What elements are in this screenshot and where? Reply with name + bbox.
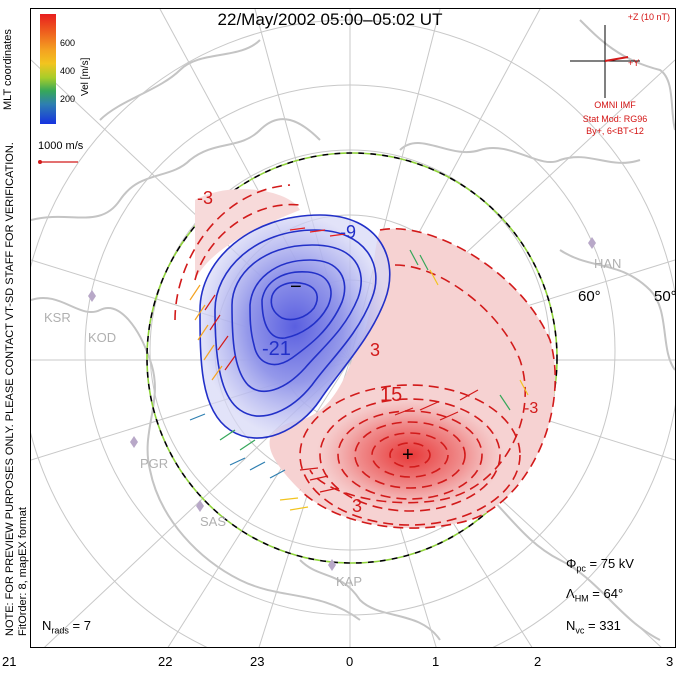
- plot-title: 22/May/2002 05:00–05:02 UT: [217, 10, 443, 29]
- mlt-tick-3: 3: [666, 654, 674, 669]
- scale-vector-origin: [38, 160, 42, 164]
- radar-label-kod: KOD: [88, 330, 117, 345]
- fit-order-label: FitOrder: 8, mapEX format: [17, 507, 29, 636]
- imf-source: OMNI IMF: [594, 100, 636, 110]
- radar-label-ksr: KSR: [44, 310, 71, 325]
- velocity-vectors: [189, 227, 529, 511]
- hm-boundary: [146, 152, 558, 564]
- negative-convection-cell: [199, 214, 391, 439]
- hm-boundary-alt: [146, 152, 558, 564]
- radar-label-kap: KAP: [336, 574, 363, 589]
- velocity-colorbar: [40, 14, 56, 124]
- contour-label-minus3-right: -3: [524, 400, 539, 417]
- stat-lambda-hm: ΛHM = 64°: [566, 586, 623, 604]
- imf-condition: By+, 6<BT<12: [586, 126, 644, 136]
- mlt-tick-23: 23: [250, 654, 265, 669]
- n-rads-value: 7: [83, 618, 91, 633]
- mlt-tick-2: 2: [534, 654, 542, 669]
- potential-minimum-marker: −: [290, 276, 302, 298]
- phi-pc-symbol: Φpc =: [566, 556, 601, 574]
- lambda-hm-value: 64°: [603, 586, 624, 601]
- radar-label-sas: SAS: [200, 514, 227, 529]
- preview-note: NOTE: FOR PREVIEW PURPOSES ONLY. PLEASE …: [4, 142, 16, 636]
- stat-n-rads: Nrads = 7: [42, 618, 91, 636]
- mlt-tick-1: 1: [432, 654, 440, 669]
- n-vc-value: 331: [599, 618, 621, 633]
- n-rads-symbol: Nrads =: [42, 618, 84, 636]
- radar-label-han: HAN: [594, 256, 622, 271]
- mlt-tick-22: 22: [158, 654, 173, 669]
- radar-label-pgr: PGR: [140, 456, 169, 471]
- colorbar-title: Vel [m/s]: [80, 57, 91, 96]
- latitude-label-50: 50°: [654, 288, 677, 305]
- colorbar-tick-200: 200: [60, 94, 76, 104]
- colorbar-tick-600: 600: [60, 38, 76, 48]
- imf-z-label: +Z (10 nT): [627, 12, 670, 22]
- mlt-tick-21: 21: [2, 654, 17, 669]
- scale-vector-label: 1000 m/s: [38, 140, 84, 152]
- imf-y-label: +Y: [628, 58, 640, 68]
- colorbar-tick-400: 400: [60, 66, 76, 76]
- mlt-tick-0: 0: [346, 654, 354, 669]
- coordinates-label: MLT coordinates: [2, 29, 14, 110]
- stat-phi-pc: Φpc = 75 kV: [566, 556, 634, 574]
- phi-pc-value: 75 kV: [600, 556, 634, 571]
- contour-label-minus3-top: -3: [197, 188, 214, 208]
- contour-label-3-center: 3: [370, 340, 381, 360]
- stat-n-vc: Nvc = 331: [566, 618, 621, 636]
- imf-stat-mod: Stat Mod: RG96: [582, 114, 648, 124]
- n-vc-symbol: Nvc =: [566, 618, 600, 636]
- positive-convection-cell: [174, 184, 556, 529]
- contour-label-minus9: -9: [340, 222, 357, 242]
- potential-maximum-marker: +: [402, 444, 414, 466]
- lambda-hm-symbol: ΛHM =: [566, 586, 604, 604]
- imf-clock: [570, 25, 640, 98]
- contour-label-3-bottom: 3: [352, 496, 363, 516]
- contour-label-minus21: -21: [262, 338, 291, 360]
- radar-site-markers: [88, 237, 596, 571]
- contour-label-15: 15: [380, 384, 403, 406]
- latitude-label-60: 60°: [578, 288, 601, 305]
